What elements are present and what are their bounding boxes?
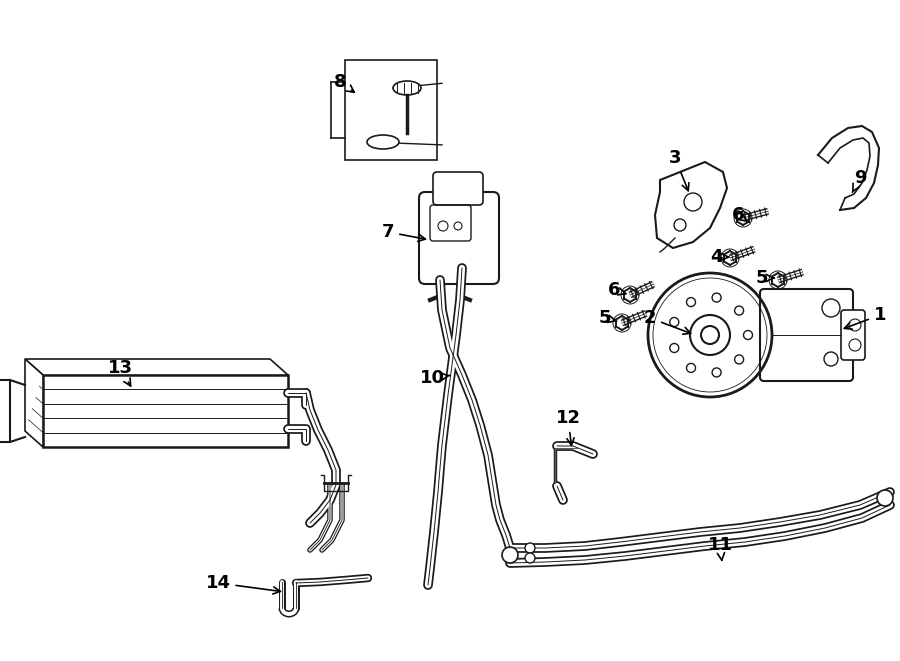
Text: 10: 10 bbox=[419, 369, 450, 387]
Text: 8: 8 bbox=[334, 73, 355, 93]
Text: 12: 12 bbox=[555, 409, 580, 446]
Text: 13: 13 bbox=[107, 359, 132, 386]
Circle shape bbox=[525, 543, 535, 553]
FancyBboxPatch shape bbox=[433, 172, 483, 205]
Text: 1: 1 bbox=[844, 306, 886, 329]
Polygon shape bbox=[25, 359, 288, 375]
Text: 2: 2 bbox=[644, 309, 690, 334]
Ellipse shape bbox=[367, 135, 399, 149]
FancyBboxPatch shape bbox=[419, 192, 499, 284]
Text: 6: 6 bbox=[732, 206, 747, 224]
Text: 7: 7 bbox=[382, 223, 426, 241]
Text: 14: 14 bbox=[205, 574, 281, 594]
FancyBboxPatch shape bbox=[760, 289, 853, 381]
Ellipse shape bbox=[393, 81, 421, 95]
Bar bbox=[43, 375, 288, 447]
Circle shape bbox=[877, 490, 893, 506]
Circle shape bbox=[502, 547, 518, 563]
Circle shape bbox=[525, 553, 535, 563]
Text: 11: 11 bbox=[707, 536, 733, 561]
Text: 4: 4 bbox=[710, 248, 729, 266]
Polygon shape bbox=[818, 126, 879, 210]
Text: 9: 9 bbox=[852, 169, 866, 192]
FancyBboxPatch shape bbox=[841, 310, 865, 360]
Polygon shape bbox=[655, 162, 727, 248]
Text: 6: 6 bbox=[608, 281, 626, 299]
Text: 5: 5 bbox=[598, 309, 616, 327]
Text: 3: 3 bbox=[669, 149, 689, 191]
Polygon shape bbox=[25, 359, 43, 447]
Text: 5: 5 bbox=[756, 269, 774, 287]
Bar bbox=[345, 60, 437, 160]
